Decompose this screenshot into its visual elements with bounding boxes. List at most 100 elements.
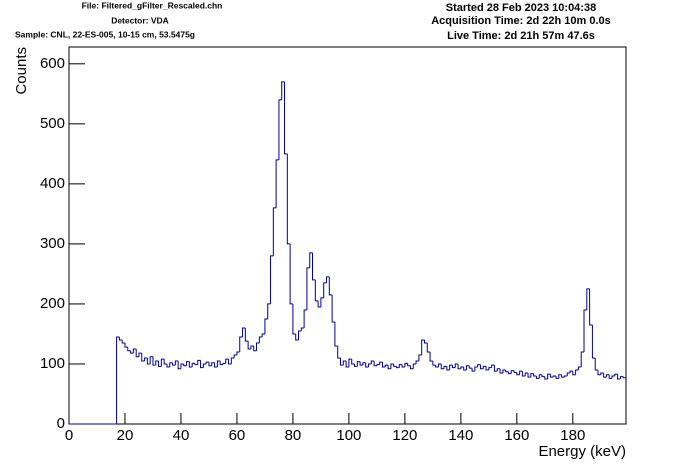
histogram-bin <box>538 374 543 379</box>
histogram-bin <box>214 362 218 368</box>
histogram-bin <box>617 374 621 380</box>
histogram-bin <box>340 357 344 366</box>
histogram-bin <box>309 252 313 268</box>
histogram-bin <box>275 159 279 208</box>
histogram-bin <box>527 372 531 378</box>
histogram-bin <box>558 374 562 379</box>
histogram-bin <box>225 358 229 364</box>
histogram-bin <box>334 321 338 347</box>
histogram-bin <box>421 339 425 355</box>
histogram-bin <box>510 370 515 374</box>
histogram-bin <box>398 364 403 368</box>
x-tick-label: 40 <box>173 427 190 444</box>
histogram-bin <box>132 348 137 354</box>
histogram-bin <box>535 375 540 379</box>
histogram-bin <box>211 362 215 366</box>
y-axis-label: Counts <box>13 47 30 95</box>
histogram-bin <box>373 360 377 367</box>
histogram-bin <box>451 365 456 369</box>
histogram-bin <box>202 363 207 368</box>
x-axis-label: Energy (keV) <box>538 443 626 460</box>
plot-frame <box>68 46 627 425</box>
histogram-bin <box>138 352 142 357</box>
histogram-bin <box>295 333 299 341</box>
histogram-bin <box>197 359 201 365</box>
histogram-bin <box>284 81 288 155</box>
histogram-bin <box>155 360 159 366</box>
histogram-bin <box>328 276 333 296</box>
histogram-bin <box>474 366 478 372</box>
histogram-bin <box>415 360 419 364</box>
histogram-bin <box>362 362 366 366</box>
histogram-bin <box>222 362 226 365</box>
histogram-bin <box>440 363 445 370</box>
histogram-bin <box>605 374 610 378</box>
histogram-bin <box>513 370 517 373</box>
histogram-bin <box>244 327 249 342</box>
histogram-bin <box>250 345 254 349</box>
histogram-bin <box>493 365 498 372</box>
histogram-bin <box>312 252 316 281</box>
y-tick-label: 600 <box>40 55 65 72</box>
histogram-bin <box>479 364 484 370</box>
x-tick-label: 100 <box>336 427 361 444</box>
histogram-bin <box>603 372 607 378</box>
histogram-bin <box>186 361 190 366</box>
histogram-bin <box>412 363 417 369</box>
histogram-bin <box>127 347 131 352</box>
histogram-bin <box>507 371 512 375</box>
y-tick-label: 100 <box>40 355 65 372</box>
histogram-bin <box>583 309 587 352</box>
histogram-bin <box>547 373 551 379</box>
sample-label: Sample: CNL, 22-ES-005, 10-15 cm, 53.547… <box>15 29 195 39</box>
histogram-bin <box>435 365 439 368</box>
histogram-bin <box>401 364 405 368</box>
histogram-bin <box>289 243 293 305</box>
histogram-bin <box>561 374 565 378</box>
histogram-bin <box>499 368 503 374</box>
histogram-bin <box>496 368 501 372</box>
histogram-bin <box>272 207 277 256</box>
histogram-bin <box>239 336 243 352</box>
histogram-bin <box>600 372 604 375</box>
histogram-bin <box>468 365 473 369</box>
histogram-bin <box>404 362 408 367</box>
histogram-bin <box>465 365 470 370</box>
histogram-bin <box>180 363 184 369</box>
histogram-bin <box>432 360 436 366</box>
histogram-bin <box>367 363 372 367</box>
y-tick-label: 500 <box>40 115 65 132</box>
acq-time-label: Acquisition Time: 2d 22h 10m 0.0s <box>431 15 611 27</box>
histogram-bin <box>256 342 260 351</box>
histogram-bin <box>298 330 302 340</box>
histogram-bin <box>183 363 187 367</box>
histogram-bin <box>292 303 296 335</box>
histogram-bin <box>614 373 618 376</box>
histogram-bin <box>370 360 375 364</box>
histogram-bin <box>544 376 548 380</box>
histogram-bin <box>323 282 327 298</box>
histogram-bin <box>326 276 330 283</box>
histogram-bin <box>158 360 162 367</box>
histogram-bin <box>345 360 349 368</box>
histogram-bin <box>577 366 582 370</box>
start-label: Started 28 Feb 2023 10:04:38 <box>446 2 596 14</box>
histogram-bin <box>130 350 134 354</box>
histogram-bin <box>200 360 204 369</box>
histogram-bin <box>353 363 358 367</box>
histogram-bin <box>306 267 310 310</box>
histogram-bin <box>160 358 165 367</box>
histogram-bin <box>505 369 509 373</box>
histogram-bin <box>471 368 475 372</box>
histogram-bin <box>460 366 464 369</box>
histogram-bin <box>502 369 506 373</box>
histogram-bin <box>549 374 554 378</box>
histogram-bin <box>278 99 282 160</box>
histogram-bin <box>429 351 433 362</box>
histogram-bin <box>205 361 209 364</box>
x-tick-label: 140 <box>448 427 473 444</box>
histogram-bin <box>533 373 537 377</box>
histogram-bin <box>530 373 534 378</box>
